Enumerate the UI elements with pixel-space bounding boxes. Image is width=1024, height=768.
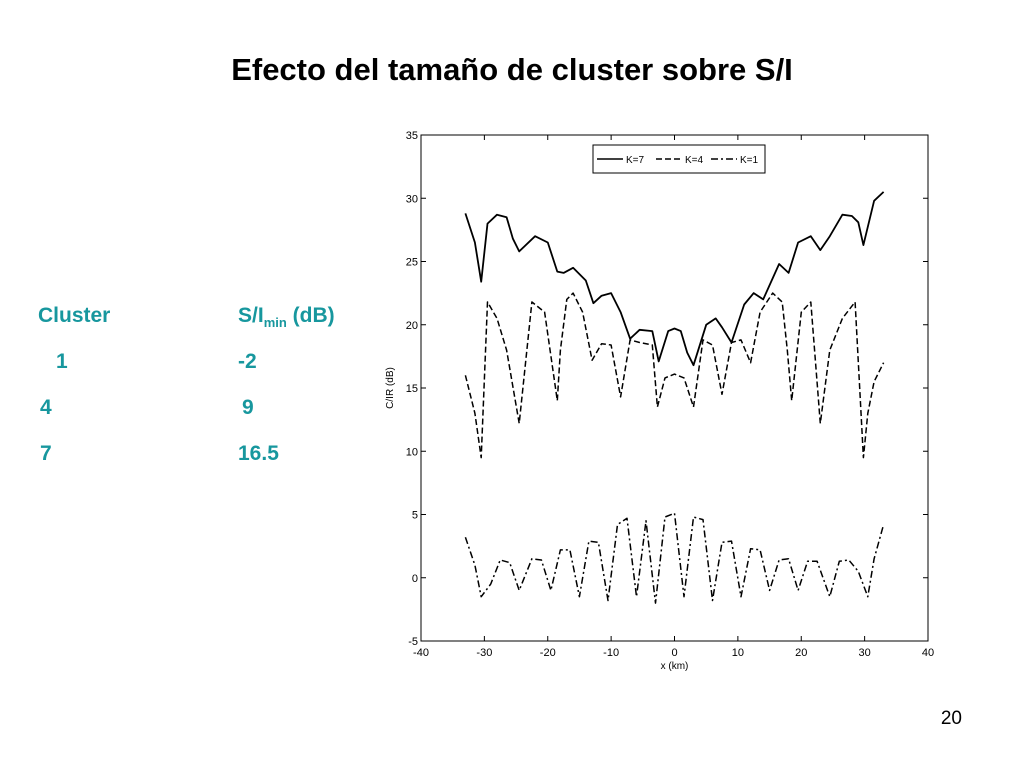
y-tick-label: 10 xyxy=(406,446,418,458)
y-tick-label: 30 xyxy=(406,193,418,205)
x-tick-label: 30 xyxy=(859,647,871,659)
x-tick-label: 40 xyxy=(922,647,934,659)
series-line-k4 xyxy=(464,292,885,459)
page-number: 20 xyxy=(940,708,962,729)
plot-frame xyxy=(420,134,929,642)
y-tick-label: 25 xyxy=(406,257,418,269)
header-si-main: S/I xyxy=(238,304,264,327)
y-tick-label: 20 xyxy=(406,320,418,332)
x-tick-label: 20 xyxy=(795,647,807,659)
x-tick-label: -30 xyxy=(476,647,492,659)
header-si-unit: (dB) xyxy=(286,304,335,327)
series-line-k7 xyxy=(464,191,885,367)
y-tick-label: 5 xyxy=(412,510,418,522)
cluster-value: 1 xyxy=(56,350,68,373)
header-si-sub: min xyxy=(263,315,287,331)
x-tick-label: 0 xyxy=(671,647,677,659)
x-tick-label: -40 xyxy=(413,647,429,659)
legend-label: K=7 xyxy=(626,155,645,166)
y-tick-label: 0 xyxy=(412,573,418,585)
cluster-value: 7 xyxy=(40,442,52,465)
legend-label: K=4 xyxy=(685,155,704,166)
header-si: S/Imin (dB) xyxy=(238,304,335,330)
header-cluster: Cluster xyxy=(38,304,111,327)
si-value: 9 xyxy=(242,396,254,419)
x-tick-label: -10 xyxy=(603,647,619,659)
y-axis-label: C/IR (dB) xyxy=(385,367,396,409)
x-tick-label: 10 xyxy=(732,647,744,659)
cluster-value: 4 xyxy=(40,396,52,419)
legend-label: K=1 xyxy=(740,155,759,166)
x-tick-label: -20 xyxy=(540,647,556,659)
y-tick-label: 15 xyxy=(406,383,418,395)
series-line-k1 xyxy=(464,512,885,604)
x-axis-label: x (km) xyxy=(661,661,689,672)
si-value: 16.5 xyxy=(238,442,279,465)
slide-title: Efecto del tamaño de cluster sobre S/I xyxy=(231,52,793,87)
y-tick-label: 35 xyxy=(406,130,418,142)
y-tick-label: -5 xyxy=(408,636,418,648)
si-value: -2 xyxy=(238,350,257,373)
cir-chart: -40 -30 -20 -10 0 10 20 30 40 -5 0 5 10 15 20 25 30 35 x (… xyxy=(385,130,934,672)
